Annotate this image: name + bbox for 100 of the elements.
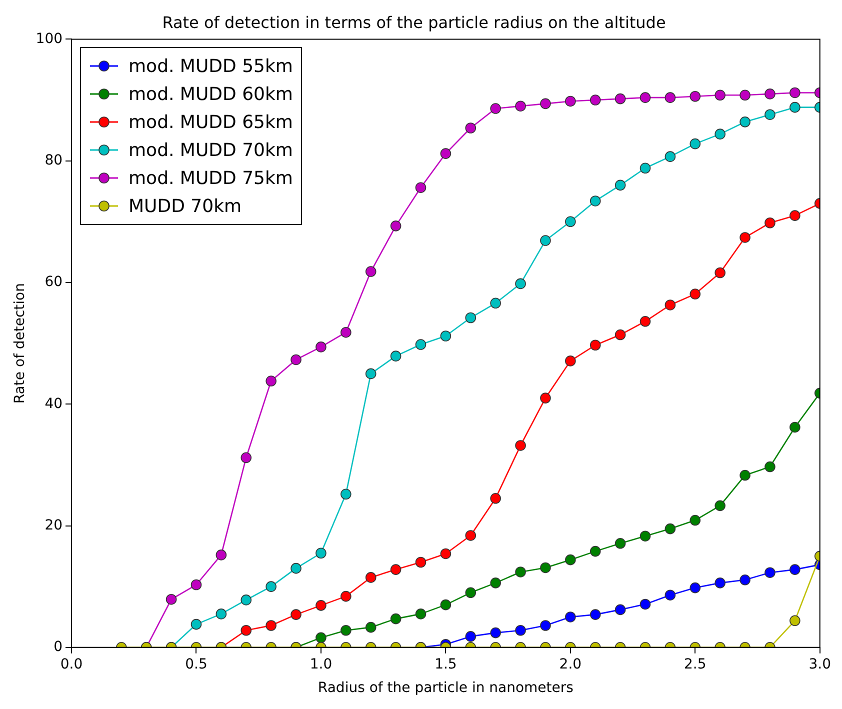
point — [790, 422, 800, 433]
point — [764, 88, 776, 100]
point — [190, 618, 202, 630]
point — [664, 523, 676, 534]
point — [690, 582, 701, 594]
point — [515, 278, 526, 290]
point — [690, 288, 701, 300]
point — [590, 609, 601, 620]
point — [740, 90, 750, 101]
point — [166, 594, 177, 605]
point — [764, 109, 776, 120]
point — [540, 98, 551, 110]
x-tick-label: 0.0 — [60, 656, 83, 672]
point — [316, 600, 326, 611]
point — [266, 581, 276, 592]
point — [465, 530, 476, 541]
point — [515, 624, 526, 636]
x-tick-label: 1.5 — [434, 656, 457, 672]
point — [614, 329, 626, 340]
point — [316, 548, 326, 559]
point — [790, 210, 800, 221]
point — [490, 627, 501, 638]
x-tick-label: 3.0 — [808, 656, 831, 672]
point — [390, 613, 402, 624]
legend-label: mod. MUDD 65km — [128, 112, 293, 133]
point — [640, 598, 651, 610]
legend-label: mod. MUDD 55km — [128, 56, 293, 77]
point — [340, 590, 352, 602]
y-tick-label: 60 — [44, 274, 63, 290]
legend-label: MUDD 70km — [128, 196, 242, 217]
point — [465, 122, 476, 134]
point — [240, 594, 252, 606]
point — [614, 604, 626, 616]
point — [465, 631, 476, 642]
point — [714, 90, 726, 101]
point — [490, 103, 501, 114]
point — [790, 102, 800, 113]
x-tick-label: 1.0 — [310, 656, 332, 672]
point — [540, 392, 551, 404]
x-axis-title: Radius of the particle in nanometers — [318, 680, 574, 696]
point — [790, 87, 800, 98]
point — [590, 340, 601, 351]
point — [490, 492, 501, 504]
legend-label: mod. MUDD 60km — [128, 84, 293, 105]
point — [465, 587, 476, 598]
point — [340, 326, 352, 338]
point — [565, 96, 576, 107]
point — [714, 128, 726, 140]
point — [764, 567, 776, 578]
point — [440, 330, 452, 342]
point — [690, 138, 701, 150]
point — [440, 548, 452, 560]
point — [290, 354, 302, 366]
point — [714, 267, 726, 278]
point — [690, 90, 701, 102]
point — [640, 92, 651, 103]
point — [515, 100, 526, 112]
point — [515, 566, 526, 578]
point — [490, 578, 501, 588]
point — [740, 470, 750, 481]
point — [415, 608, 426, 620]
point — [316, 632, 326, 644]
point — [290, 562, 302, 574]
y-tick-label: 100 — [36, 30, 63, 47]
point — [340, 624, 352, 636]
point — [664, 590, 676, 600]
point — [664, 151, 676, 162]
point — [365, 572, 376, 583]
point — [365, 368, 376, 380]
point — [290, 609, 302, 620]
point — [540, 235, 551, 246]
point — [614, 538, 626, 549]
point — [240, 452, 252, 464]
point — [365, 622, 376, 633]
point — [590, 546, 601, 557]
point — [390, 350, 402, 362]
point — [664, 300, 676, 310]
legend-label: mod. MUDD 75km — [128, 168, 293, 189]
y-tick-label: 0 — [54, 639, 63, 656]
point — [415, 339, 426, 350]
point — [790, 564, 800, 575]
point — [565, 356, 576, 366]
point — [415, 182, 426, 193]
point — [266, 620, 276, 631]
point — [390, 564, 402, 575]
point — [365, 266, 376, 277]
point — [540, 562, 551, 574]
y-tick-label: 40 — [44, 396, 63, 412]
point — [490, 298, 501, 309]
point — [664, 92, 676, 103]
point — [540, 620, 551, 631]
point — [640, 162, 651, 174]
x-tick-label: 2.5 — [684, 656, 706, 672]
point — [740, 116, 750, 128]
point — [415, 556, 426, 568]
point — [714, 500, 726, 512]
point — [240, 624, 252, 636]
y-axis-title: Rate of detection — [12, 282, 28, 404]
point — [316, 342, 326, 352]
point — [440, 148, 452, 159]
